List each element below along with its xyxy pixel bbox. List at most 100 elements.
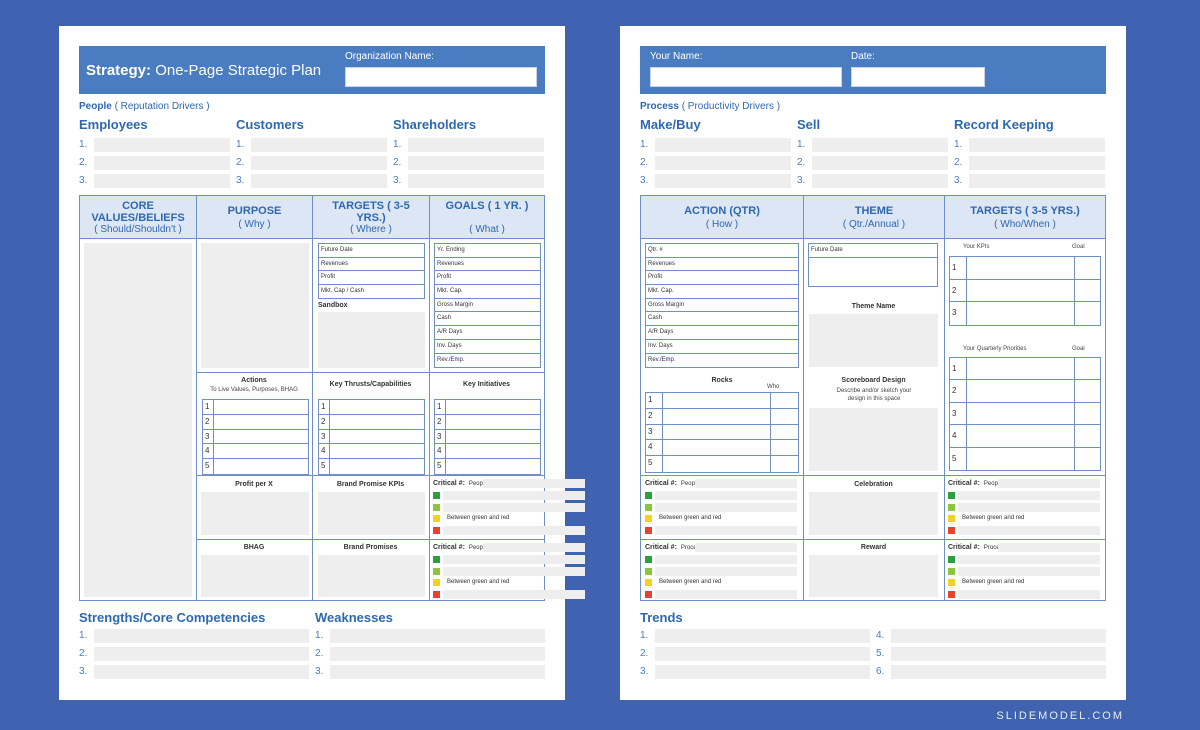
status-input[interactable] <box>655 589 797 599</box>
table-row[interactable]: Inv. Days <box>435 340 540 354</box>
status-input[interactable] <box>443 589 585 599</box>
line-input[interactable] <box>251 138 387 152</box>
table-row[interactable]: Qtr. # <box>646 244 798 258</box>
numbered-row[interactable]: 4 <box>203 444 308 460</box>
line-input[interactable] <box>94 629 309 643</box>
line-input[interactable] <box>330 665 545 679</box>
status-input[interactable] <box>958 502 1100 512</box>
bhag-area[interactable] <box>201 555 309 597</box>
numbered-row[interactable]: 4 <box>950 425 1100 448</box>
numbered-row[interactable]: 3 <box>203 429 308 445</box>
status-input[interactable] <box>958 525 1100 535</box>
status-input[interactable] <box>958 566 1100 576</box>
status-input[interactable] <box>443 525 585 535</box>
numbered-row[interactable]: 1 <box>435 400 540 415</box>
scoreboard-area[interactable] <box>809 408 938 471</box>
numbered-row[interactable]: 3 <box>319 429 424 445</box>
critical-input[interactable] <box>998 479 1100 488</box>
status-input[interactable] <box>655 555 797 564</box>
line-input[interactable] <box>969 174 1105 188</box>
table-row[interactable]: Profit <box>646 271 798 286</box>
line-input[interactable] <box>408 174 544 188</box>
table-row[interactable] <box>809 258 937 286</box>
trend-input[interactable] <box>655 647 870 661</box>
numbered-row[interactable]: 5 <box>646 456 798 472</box>
line-input[interactable] <box>969 156 1105 170</box>
table-row[interactable]: A/R Days <box>435 326 540 340</box>
numbered-row[interactable]: 2 <box>203 414 308 430</box>
critical-input[interactable] <box>483 479 585 488</box>
line-input[interactable] <box>94 156 230 170</box>
table-row[interactable]: Mkt. Cap. <box>435 285 540 299</box>
line-input[interactable] <box>655 174 791 188</box>
numbered-row[interactable]: 1 <box>203 400 308 415</box>
critical-input[interactable] <box>483 543 585 552</box>
table-row[interactable]: A/R Days <box>646 326 798 340</box>
theme-name-area[interactable] <box>809 314 938 367</box>
purpose-area[interactable] <box>201 243 309 368</box>
line-input[interactable] <box>812 156 948 170</box>
profit-per-x-area[interactable] <box>201 492 309 535</box>
numbered-row[interactable]: 3 <box>950 302 1100 325</box>
line-input[interactable] <box>408 138 544 152</box>
core-values-area[interactable] <box>84 243 192 597</box>
line-input[interactable] <box>408 156 544 170</box>
sandbox-area[interactable] <box>318 312 425 368</box>
trend-input[interactable] <box>891 647 1106 661</box>
numbered-row[interactable]: 3 <box>435 429 540 445</box>
status-input[interactable] <box>958 491 1100 500</box>
table-row[interactable]: Rev./Emp. <box>437 356 465 363</box>
status-input[interactable] <box>443 502 585 512</box>
table-row[interactable]: Future Date <box>319 244 424 258</box>
critical-input[interactable] <box>695 543 797 552</box>
numbered-row[interactable]: 3 <box>950 402 1100 426</box>
table-row[interactable]: Mkt. Cap / Cash <box>321 287 365 294</box>
numbered-row[interactable]: 4 <box>646 440 798 457</box>
your-name-field[interactable] <box>650 67 842 87</box>
critical-input[interactable] <box>998 543 1100 552</box>
table-row[interactable]: Gross Margin <box>646 299 798 313</box>
line-input[interactable] <box>655 138 791 152</box>
reward-area[interactable] <box>809 555 938 597</box>
numbered-row[interactable]: 5 <box>319 459 424 474</box>
trend-input[interactable] <box>655 629 870 643</box>
table-row[interactable]: Mkt. Cap. <box>646 285 798 299</box>
numbered-row[interactable]: 4 <box>319 444 424 460</box>
numbered-row[interactable]: 2 <box>319 414 424 430</box>
brand-promises-area[interactable] <box>318 555 425 597</box>
status-input[interactable] <box>958 589 1100 599</box>
table-row[interactable]: Cash <box>646 312 798 327</box>
table-row[interactable]: Gross Margin <box>435 299 540 313</box>
table-row[interactable]: Rev./Emp. <box>648 356 676 363</box>
table-row[interactable]: Cash <box>435 312 540 327</box>
status-input[interactable] <box>443 491 585 500</box>
status-input[interactable] <box>655 502 797 512</box>
table-row[interactable]: Revenues <box>646 258 798 272</box>
celebration-area[interactable] <box>809 492 938 535</box>
table-row[interactable]: Revenues <box>435 258 540 272</box>
numbered-row[interactable]: 1 <box>950 257 1100 280</box>
line-input[interactable] <box>94 138 230 152</box>
trend-input[interactable] <box>891 629 1106 643</box>
line-input[interactable] <box>969 138 1105 152</box>
table-row[interactable]: Inv. Days <box>646 340 798 354</box>
status-input[interactable] <box>443 555 585 564</box>
status-input[interactable] <box>655 566 797 576</box>
table-row[interactable]: Future Date <box>809 244 937 258</box>
numbered-row[interactable]: 3 <box>646 424 798 441</box>
numbered-row[interactable]: 2 <box>950 279 1100 303</box>
table-row[interactable]: Revenues <box>319 258 424 271</box>
trend-input[interactable] <box>891 665 1106 679</box>
status-input[interactable] <box>443 566 585 576</box>
line-input[interactable] <box>655 156 791 170</box>
numbered-row[interactable]: 5 <box>950 447 1100 470</box>
numbered-row[interactable]: 4 <box>435 444 540 460</box>
numbered-row[interactable]: 5 <box>435 459 540 474</box>
line-input[interactable] <box>94 647 309 661</box>
status-input[interactable] <box>655 525 797 535</box>
table-row[interactable]: Profit <box>435 271 540 286</box>
line-input[interactable] <box>94 174 230 188</box>
numbered-row[interactable]: 2 <box>646 408 798 425</box>
line-input[interactable] <box>251 174 387 188</box>
numbered-row[interactable]: 1 <box>950 358 1100 381</box>
